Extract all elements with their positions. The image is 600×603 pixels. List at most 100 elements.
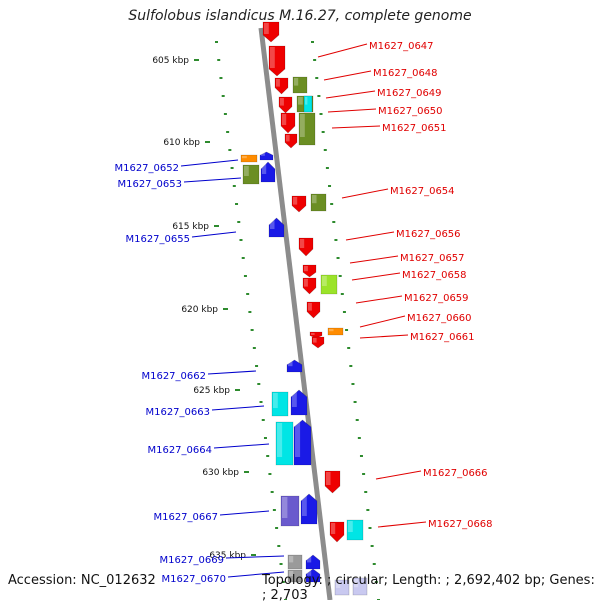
gene-glyph-shade [304,266,308,272]
gene-glyph-shade [307,570,312,576]
gene-label-reverse: M1627_0669 [159,555,224,566]
gene-glyph-shade [261,153,265,156]
gene-glyph-shade [264,23,269,34]
outer-ring-dot [332,221,336,223]
callout-line [317,43,368,58]
gene-glyph [306,301,321,319]
gene-glyph [324,470,341,494]
gene-glyph-shade [242,156,247,159]
gene-label-forward: M1627_0658 [402,270,467,281]
gene-label-reverse: M1627_0655 [125,234,190,245]
ruler-major-tick [205,141,210,143]
ruler-tick [221,95,225,97]
outer-ring-dot [323,149,327,151]
ruler-major-tick [194,59,199,61]
ruler-tick [270,491,274,493]
gene-glyph [268,217,285,238]
ruler-tick [277,545,281,547]
ruler-major-tick [214,225,219,227]
gene-glyph-shade [329,329,334,332]
ruler-tick [237,221,241,223]
gene-label-forward: M1627_0650 [378,106,443,117]
callout-line [355,295,403,304]
gene-glyph-shade [311,333,315,335]
outer-ring-dot [334,239,338,241]
ruler-label: 625 kbp [193,386,230,396]
gene-glyph-shade [286,135,290,142]
outer-ring-dot [372,563,376,565]
outer-ring-dot [345,329,349,331]
gene-glyph [305,568,321,583]
callout-line [323,70,372,81]
gene-glyph-shade [308,303,312,311]
gene-glyph [334,579,350,596]
gene-glyph [320,274,338,295]
callout-line [351,272,401,281]
gene-glyph-shade [304,279,308,287]
callout-line [225,555,285,559]
gene-glyph [275,421,294,466]
gene-glyph [268,45,286,77]
gene-glyph [327,327,344,336]
gene-label-forward: M1627_0648 [373,68,438,79]
outer-ring-dot [355,419,359,421]
gene-glyph [259,151,274,161]
ruler-tick [259,401,263,403]
ruler-tick [275,527,279,529]
gene-glyph-shade [300,114,305,137]
gene-glyph-shade [313,338,317,343]
gene-glyph [310,193,327,212]
callout-line [180,159,239,167]
gene-glyph-shade [348,521,353,532]
callout-line [341,188,389,199]
gene-glyph [302,264,317,278]
outer-ring-dot [349,365,353,367]
ruler-label: 605 kbp [152,56,189,66]
ruler-major-tick [251,554,256,556]
gene-label-reverse: M1627_0670 [161,574,226,585]
ruler-tick [219,77,223,79]
gene-label-forward: M1627_0649 [377,88,442,99]
outer-ring-dot [338,275,342,277]
callout-line [219,510,270,516]
gene-label-reverse: M1627_0662 [141,371,206,382]
outer-ring-dot [325,167,329,169]
gene-glyph-shade [293,197,298,205]
gene-glyph-shade [336,581,341,588]
gene-glyph-shade [288,361,293,367]
callout-line [191,231,237,238]
outer-ring-dot [328,185,332,187]
gene-glyph [293,419,312,466]
gene-glyph-shade [270,47,275,68]
outer-ring-dot [317,95,321,97]
map-title: Sulfolobus islandicus M.16.27, complete … [128,8,472,24]
gene-glyph [260,161,276,183]
ruler-tick [255,365,259,367]
ruler-tick [252,347,256,349]
gene-label-forward: M1627_0666 [423,468,488,479]
gene-glyph [309,331,323,339]
gene-glyph [298,237,314,257]
genome-stats: Topology: circularLength: 2,692,402 bpGe… [262,573,600,603]
outer-ring-dot [321,131,325,133]
gene-label-forward: M1627_0661 [410,332,475,343]
gene-glyph [280,112,296,134]
gene-glyph [352,577,368,596]
gene-glyph [300,493,318,525]
outer-ring-dot [342,311,346,313]
callout-line [327,108,377,113]
ruler-tick [215,41,218,43]
ruler-tick [266,455,270,457]
gene-glyph [329,521,345,543]
ruler-label: 620 kbp [181,305,218,315]
callout-line [183,177,242,183]
gene-label-reverse: M1627_0667 [153,512,218,523]
gene-label-reverse: M1627_0663 [145,407,210,418]
accession-value: NC_012632 [80,573,156,588]
ruler-label: 630 kbp [202,468,239,478]
ruler-tick [250,329,254,331]
outer-ring-dot [351,383,355,385]
gene-glyph-shade [298,97,303,105]
topology-info: Topology: circular [262,573,384,588]
